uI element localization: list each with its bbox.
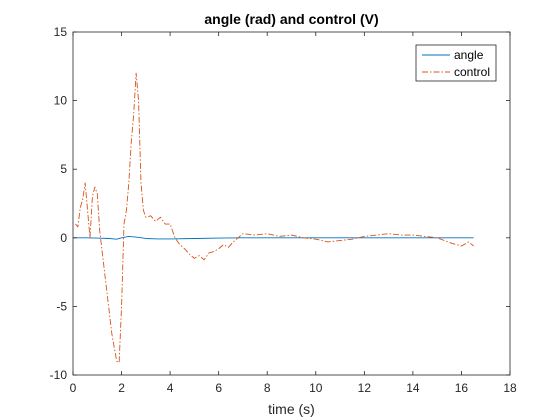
- y-tick-label: 10: [54, 94, 68, 108]
- chart-title: angle (rad) and control (V): [204, 11, 378, 27]
- x-tick-label: 4: [167, 381, 174, 395]
- series-line-angle: [73, 235, 474, 240]
- x-tick-label: 8: [264, 381, 271, 395]
- plot-area: [73, 32, 510, 375]
- x-tick-label: 12: [358, 381, 372, 395]
- axes-frame: [72, 31, 511, 376]
- legend-label-angle: angle: [454, 48, 484, 62]
- series-group: [73, 72, 474, 364]
- y-tick-label: -10: [50, 368, 68, 382]
- x-tick-label: 16: [455, 381, 469, 395]
- x-axis-ticks: 0 2 4 6 8 10 12 14 16 18: [70, 32, 517, 395]
- x-tick-label: 0: [70, 381, 77, 395]
- x-axis-title: time (s): [268, 401, 315, 417]
- x-tick-label: 2: [118, 381, 125, 395]
- axes-box: [72, 31, 511, 376]
- y-axis-ticks: -10 -5 0 5 10 15: [50, 25, 510, 382]
- series-line-control: [75, 72, 474, 364]
- y-tick-label: 0: [60, 231, 67, 245]
- y-tick-label: 5: [60, 162, 67, 176]
- x-tick-label: 6: [215, 381, 222, 395]
- legend-box: [415, 44, 497, 82]
- y-tick-label: 15: [54, 25, 68, 39]
- x-tick-label: 14: [406, 381, 420, 395]
- x-tick-label: 10: [309, 381, 323, 395]
- y-tick-label: -5: [56, 299, 67, 313]
- x-tick-label: 18: [503, 381, 517, 395]
- legend-label-control: control: [454, 65, 490, 79]
- legend: angle control: [415, 44, 497, 82]
